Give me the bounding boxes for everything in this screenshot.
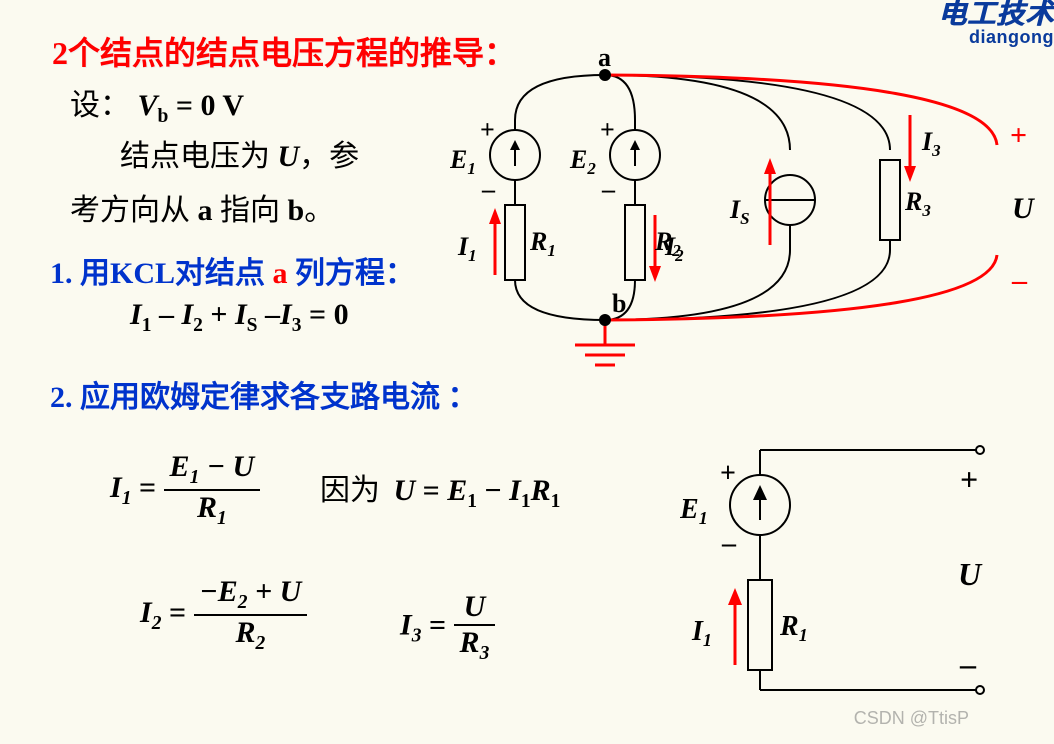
set-expr: Vb = 0 V xyxy=(138,89,245,122)
nv-text-1: 结点电压为 U，参 xyxy=(120,140,359,173)
svg-text:I3: I3 xyxy=(921,127,941,160)
logo-cn: 电工技术 xyxy=(938,0,1054,28)
svg-text:U: U xyxy=(958,556,983,592)
svg-text:+: + xyxy=(1010,119,1027,152)
node-a-label: a xyxy=(598,50,611,72)
step1-label: 1. 用KCL对结点 xyxy=(50,257,273,290)
assumption-line: 设： Vb = 0 V xyxy=(70,80,244,128)
eq-i2: I2 = −E2 + U R2 xyxy=(140,575,307,655)
svg-text:U: U xyxy=(1012,192,1035,225)
kcl-equation: I1 – I2 + IS –I3 = 0 xyxy=(130,298,349,337)
title-text: 2个结点的结点电压方程的推导： xyxy=(52,35,516,71)
because-label: 因为 xyxy=(320,474,380,507)
svg-text:E1: E1 xyxy=(450,145,476,178)
circuit-small: + – E1 R1 I1 + U – xyxy=(680,430,1040,730)
svg-text:I1: I1 xyxy=(457,232,477,265)
svg-text:E2: E2 xyxy=(569,145,596,178)
svg-text:I1: I1 xyxy=(691,616,712,650)
svg-text:–: – xyxy=(1011,264,1028,297)
svg-text:E1: E1 xyxy=(680,494,708,528)
svg-text:I2: I2 xyxy=(664,232,684,265)
step1-header: 1. 用KCL对结点 a 列方程： xyxy=(50,248,415,292)
svg-text:–: – xyxy=(721,528,737,559)
step1-a: a xyxy=(273,257,288,290)
nodevoltage-block: 结点电压为 U，参 考方向从 a 指向 b。 xyxy=(120,130,359,238)
svg-text:–: – xyxy=(481,175,496,204)
watermark: CSDN @TtisP xyxy=(854,708,969,729)
logo-block: 电工技术 diangong xyxy=(938,0,1054,46)
step2-header: 2. 应用欧姆定律求各支路电流 ： xyxy=(50,372,478,416)
svg-text:+: + xyxy=(720,458,736,489)
title-line: 2个结点的结点电压方程的推导： xyxy=(52,28,516,74)
svg-text:IS: IS xyxy=(729,195,750,228)
svg-text:+: + xyxy=(960,461,978,497)
eq-i1: I1 = E1 − U R1 xyxy=(110,450,260,530)
svg-text:R1: R1 xyxy=(529,227,556,260)
circuit-main: a b + – + – E1 E2 R1 R2 IS R3 I1 I2 I3 +… xyxy=(450,50,1050,370)
svg-text:+: + xyxy=(600,115,615,144)
svg-text:–: – xyxy=(601,175,616,204)
svg-text:R3: R3 xyxy=(904,187,931,220)
step1-tail: 列方程： xyxy=(288,257,416,290)
eq-u: U = E1 − I1R1 xyxy=(394,474,561,507)
node-b-label: b xyxy=(612,289,626,318)
eq-because-block: 因为 U = E1 − I1R1 xyxy=(320,465,560,513)
svg-text:+: + xyxy=(480,115,495,144)
nv-text-2: 考方向从 a 指向 b。 xyxy=(70,194,334,227)
logo-py: diangong xyxy=(938,28,1054,46)
set-prefix: 设： xyxy=(70,89,130,122)
eq-i3: I3 = U R3 xyxy=(400,590,495,665)
svg-text:R1: R1 xyxy=(779,611,808,645)
svg-text:–: – xyxy=(959,646,977,682)
